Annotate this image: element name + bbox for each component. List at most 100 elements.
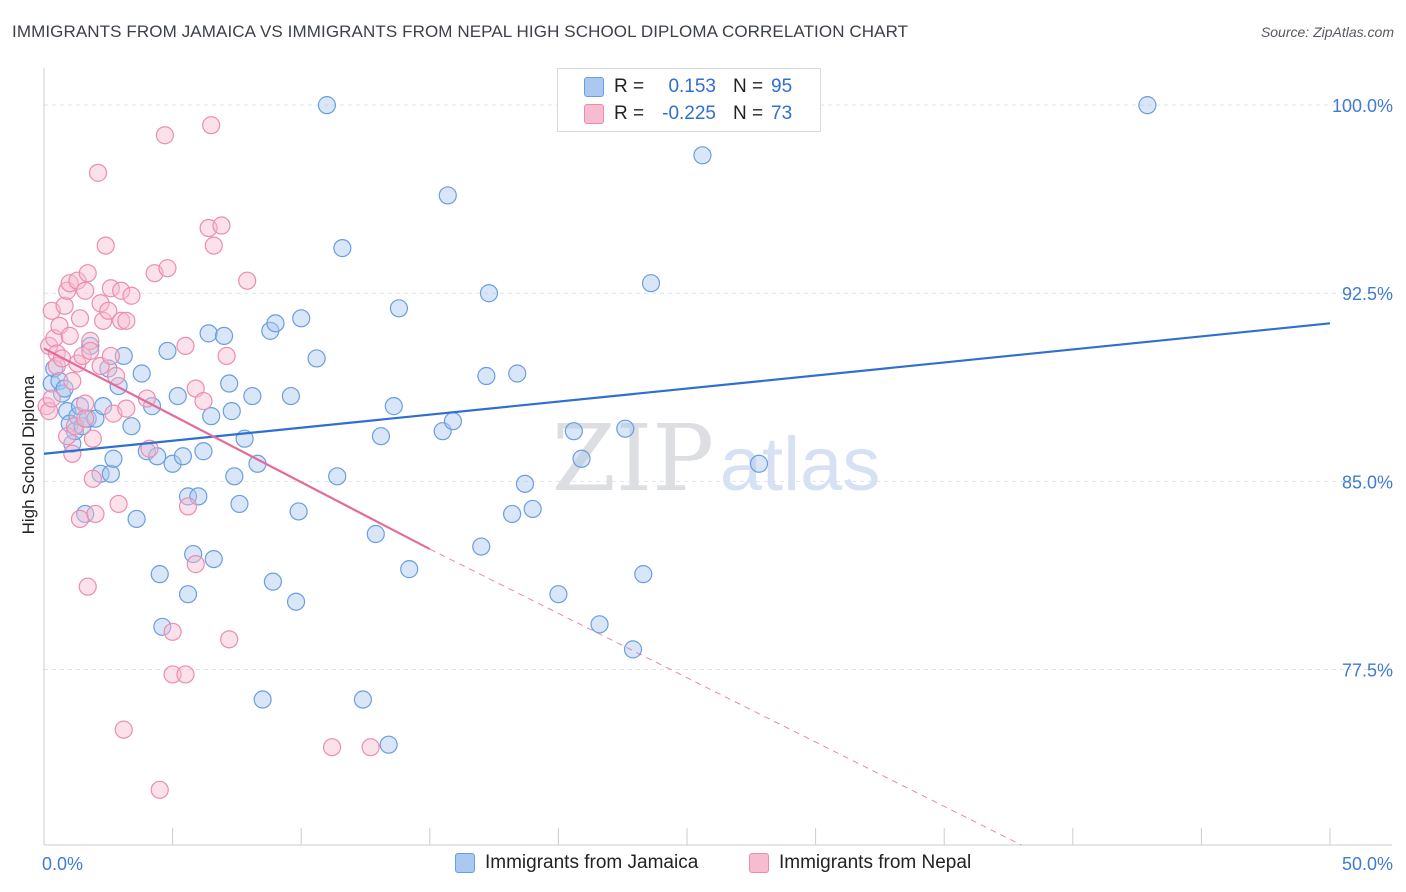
- y-tick-label: 92.5%: [1342, 284, 1393, 304]
- nepal-point: [81, 331, 100, 350]
- jamaica-point: [55, 379, 74, 398]
- jamaica-point: [371, 427, 391, 446]
- bottom-legend-label-jamaica: Immigrants from Jamaica: [485, 852, 699, 873]
- nepal-point: [42, 389, 61, 408]
- nepal-point: [76, 281, 95, 300]
- correlation-legend: R = 0.153 N = 95 R = -0.225 N = 73: [557, 68, 821, 132]
- jamaica-point: [292, 309, 311, 328]
- bottom-legend-label-nepal: Immigrants from Nepal: [779, 852, 972, 873]
- jamaica-point: [590, 615, 609, 634]
- legend-r-value: -0.225: [662, 103, 716, 124]
- nepal-point: [112, 311, 131, 330]
- y-tick-label: 100.0%: [1332, 96, 1393, 116]
- jamaica-point: [477, 366, 496, 386]
- x-tick-label: 0.0%: [42, 854, 83, 874]
- nepal-point: [83, 469, 102, 488]
- jamaica-point: [114, 346, 133, 366]
- nepal-point: [150, 780, 169, 799]
- jamaica-point: [389, 299, 409, 318]
- chart-title: IMMIGRANTS FROM JAMAICA VS IMMIGRANTS FR…: [12, 22, 909, 41]
- jamaica-point: [479, 284, 499, 303]
- trendlines: [43, 322, 1331, 846]
- nepal-point: [155, 126, 174, 145]
- jamaica-point: [148, 447, 167, 466]
- jamaica-point: [634, 565, 653, 584]
- jamaica-point: [153, 617, 172, 636]
- jamaica-point: [641, 274, 661, 293]
- nepal-point: [238, 271, 257, 290]
- gridlines: [44, 104, 1392, 670]
- nepal-point: [176, 665, 195, 684]
- jamaica-point: [623, 640, 643, 659]
- nepal-point: [117, 399, 136, 418]
- jamaica-point: [202, 407, 221, 426]
- watermark-atlas: atlas: [720, 422, 881, 507]
- legend-n-value: 95: [771, 76, 793, 97]
- jamaica-point: [214, 326, 234, 345]
- jamaica-point: [472, 537, 491, 556]
- jamaica-point: [366, 524, 385, 544]
- nepal-point: [114, 720, 133, 739]
- nepal-point: [83, 429, 102, 448]
- jamaica-point: [122, 417, 141, 436]
- nepal-point: [112, 281, 131, 300]
- jamaica-point: [178, 487, 198, 506]
- nepal-point: [204, 236, 223, 255]
- jamaica-point: [523, 499, 542, 519]
- jamaica-point: [150, 565, 169, 584]
- jamaica-point: [749, 454, 769, 473]
- jamaica-point: [400, 560, 419, 579]
- jamaica-point: [333, 238, 352, 258]
- jamaica-point: [253, 690, 272, 709]
- jamaica-point: [572, 449, 591, 468]
- nepal-trendline: [43, 347, 431, 551]
- nepal-trendline-extension: [429, 548, 1022, 846]
- watermark-zip: ZIP: [552, 405, 714, 512]
- legend-swatch-nepal: [584, 104, 604, 124]
- nepal-point: [58, 427, 77, 446]
- nepal-point: [202, 116, 221, 135]
- series-nepal-points: [37, 116, 380, 799]
- tick-labels: 100.0% 92.5% 85.0% 77.5% 0.0% 50.0%: [42, 96, 1393, 874]
- jamaica-point: [353, 690, 373, 709]
- jamaica-point: [286, 592, 306, 611]
- y-tick-label: 85.0%: [1342, 472, 1393, 492]
- legend-n-value: 73: [771, 103, 793, 124]
- jamaica-point: [127, 509, 146, 529]
- nepal-point: [194, 391, 213, 411]
- jamaica-point: [263, 572, 283, 591]
- nepal-point: [70, 509, 90, 529]
- jamaica-point: [515, 474, 535, 493]
- nepal-point: [117, 311, 136, 330]
- nepal-point: [70, 309, 90, 328]
- nepal-point: [65, 417, 84, 436]
- jamaica-point: [230, 494, 249, 514]
- jamaica-point: [564, 422, 583, 441]
- jamaica-point: [307, 349, 326, 368]
- nepal-point: [178, 497, 198, 516]
- nepal-point: [220, 630, 239, 649]
- bottom-legend-swatch-nepal: [749, 853, 769, 873]
- jamaica-point: [104, 449, 123, 468]
- jamaica-point: [81, 336, 100, 356]
- nepal-point: [88, 163, 108, 182]
- axes: [43, 68, 1392, 846]
- jamaica-point: [101, 464, 120, 483]
- nepal-point: [217, 346, 236, 366]
- jamaica-point: [443, 412, 463, 431]
- jamaica-point: [173, 447, 192, 466]
- nepal-point: [122, 286, 141, 305]
- nepal-point: [94, 311, 113, 330]
- nepal-point: [212, 216, 231, 235]
- nepal-point: [76, 409, 95, 428]
- nepal-point: [68, 271, 87, 290]
- jamaica-point: [199, 324, 218, 343]
- jamaica-point: [178, 585, 198, 604]
- jamaica-point: [281, 386, 301, 406]
- nepal-point: [63, 444, 82, 463]
- jamaica-point: [222, 402, 241, 421]
- y-tick-label: 77.5%: [1342, 660, 1393, 680]
- jamaica-point: [158, 341, 177, 361]
- y-axis-title: High School Diploma: [19, 375, 38, 535]
